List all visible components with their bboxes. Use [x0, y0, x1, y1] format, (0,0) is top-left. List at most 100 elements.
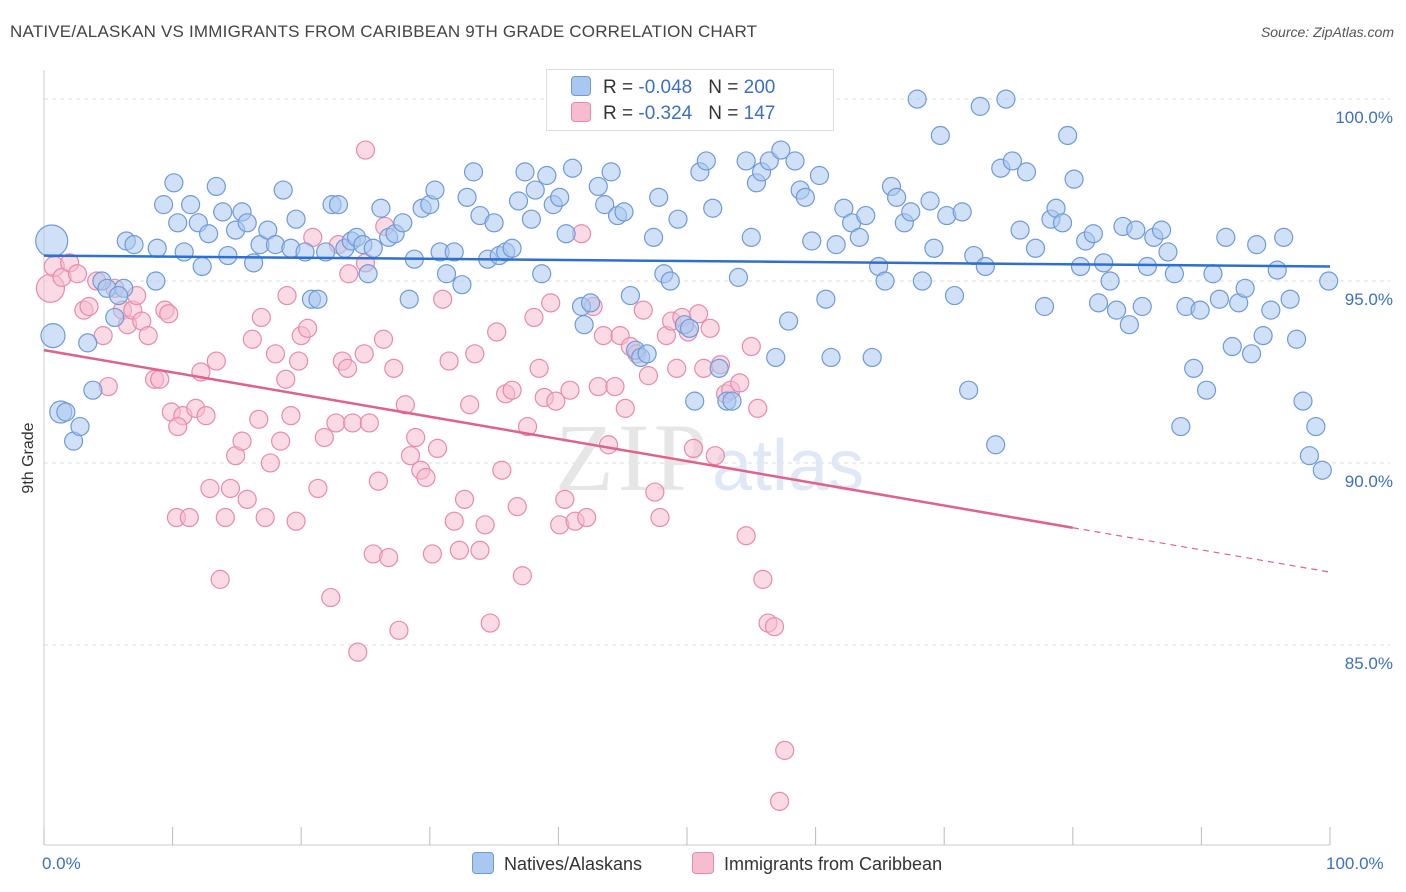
caribbean-point [764, 617, 785, 637]
caribbean-point [298, 318, 318, 338]
native-point [153, 195, 174, 215]
caribbean-point [736, 526, 756, 546]
native-point [703, 198, 723, 218]
native-point [273, 180, 293, 200]
native-point [1034, 296, 1055, 317]
caribbean-point [400, 446, 421, 466]
native-point [70, 416, 90, 437]
caribbean-point [348, 642, 368, 662]
caribbean-point [688, 304, 709, 324]
caribbean-point [444, 511, 464, 531]
native-point [1151, 220, 1172, 240]
caribbean-point [281, 406, 301, 426]
caribbean-point [439, 351, 459, 371]
native-point [484, 213, 504, 233]
native-point [1235, 278, 1255, 298]
caribbean-point [368, 471, 388, 491]
caribbean-point [748, 398, 768, 418]
caribbean-point [237, 489, 257, 509]
native-point [358, 264, 378, 284]
native-point [399, 289, 419, 309]
native-point [771, 140, 791, 160]
native-point [1119, 315, 1139, 335]
native-point [944, 285, 965, 306]
native-point [975, 256, 995, 277]
native-point [35, 224, 69, 258]
caribbean-point [667, 358, 687, 378]
caribbean-point [179, 507, 199, 528]
native-point [525, 180, 545, 200]
native-point [164, 173, 184, 193]
caribbean-point [286, 511, 306, 531]
caribbean-point [220, 478, 241, 499]
legend-n-value: 200 [743, 77, 776, 98]
native-point [1267, 260, 1287, 280]
native-point [146, 271, 166, 291]
legend-n-value: 147 [743, 103, 776, 124]
native-point [1190, 300, 1210, 320]
native-point [722, 391, 742, 411]
caribbean-points [35, 89, 795, 811]
legend-row-caribbean: R = -0.324 N = 147 [571, 102, 775, 126]
native-point [1253, 326, 1273, 346]
y-tick-label: 95.0% [1345, 290, 1393, 309]
caribbean-point [730, 373, 750, 393]
caribbean-point [433, 289, 453, 309]
native-point [168, 213, 188, 233]
caribbean-point [255, 507, 275, 528]
native-point [1247, 235, 1267, 255]
caribbean-point [560, 380, 580, 400]
native-point [56, 402, 76, 422]
legend-r-label: R = [603, 103, 639, 124]
native-point [1106, 300, 1127, 320]
caribbean-trend-line-dashed [1072, 527, 1331, 573]
native-point [970, 96, 990, 116]
caribbean-point [138, 326, 158, 346]
native-point [1137, 256, 1157, 277]
caribbean-point [249, 409, 269, 429]
native-point [912, 271, 932, 291]
caribbean-point [79, 296, 99, 317]
bottom-legend-native: Natives/Alaskans [472, 852, 642, 875]
native-point [463, 162, 484, 182]
caribbean-point [406, 427, 426, 448]
native-point [1261, 300, 1281, 320]
native-point [1274, 227, 1294, 247]
native-point [1241, 344, 1262, 364]
legend-n-label: N = [708, 77, 744, 98]
native-point [856, 205, 876, 226]
native-point [502, 238, 522, 258]
legend-r-value: -0.048 [638, 77, 693, 98]
caribbean-point [251, 307, 271, 328]
caribbean-point [705, 446, 725, 466]
native-point [393, 213, 413, 233]
native-point [444, 242, 464, 262]
caribbean-point [416, 467, 436, 488]
caribbean-point [93, 326, 113, 346]
trend-lines [43, 254, 1331, 573]
native-point [556, 224, 576, 244]
native-point [1280, 289, 1300, 309]
native-point [660, 271, 680, 291]
native-point [452, 275, 472, 295]
native-point [887, 187, 907, 207]
native-point [685, 391, 705, 411]
chart-title: NATIVE/ALASKAN VS IMMIGRANTS FROM CARIBB… [10, 22, 758, 41]
native-point [959, 380, 979, 400]
native-point [1083, 224, 1103, 244]
native-point [601, 162, 621, 182]
caribbean-point [343, 413, 363, 433]
bottom-legend-label-native: Natives/Alaskans [504, 854, 643, 874]
native-point [1209, 289, 1230, 309]
caribbean-point [159, 304, 179, 324]
caribbean-point [67, 264, 88, 284]
native-point [147, 238, 167, 258]
y-tick-label: 100.0% [1335, 108, 1393, 127]
caribbean-point [555, 489, 575, 509]
native-point [1064, 169, 1084, 189]
caribbean-point [206, 351, 226, 371]
native-point [1293, 391, 1313, 411]
native-point [620, 285, 641, 306]
native-point [457, 187, 477, 207]
native-point [78, 333, 98, 353]
